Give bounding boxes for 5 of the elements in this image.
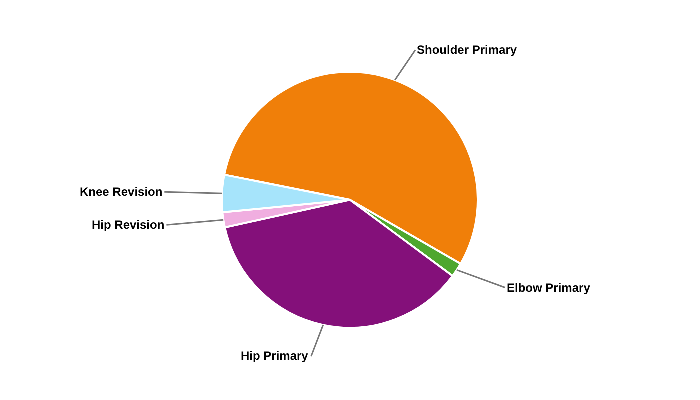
slice-label: Shoulder Primary [417, 43, 518, 57]
slice-label: Hip Revision [92, 218, 165, 232]
slice-label: Hip Primary [241, 349, 309, 363]
slice-label: Knee Revision [80, 185, 163, 199]
slice-label: Elbow Primary [507, 281, 591, 295]
